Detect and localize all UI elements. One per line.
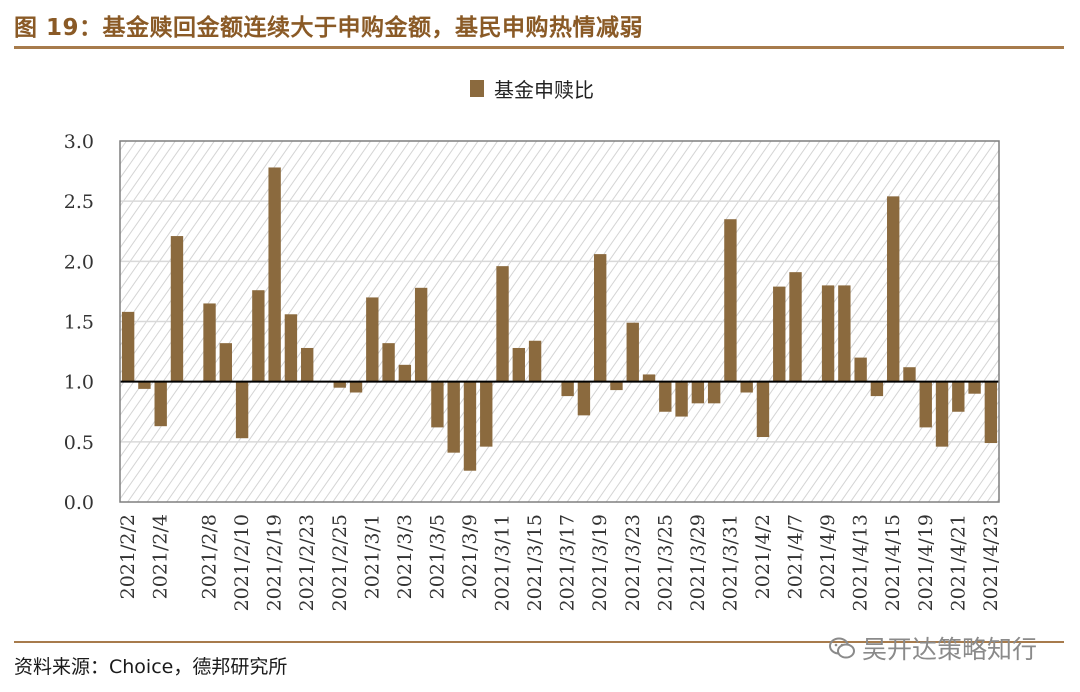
x-tick-label: 2021/3/29 <box>687 514 709 611</box>
x-tick-label: 2021/3/17 <box>557 514 579 611</box>
legend: 基金申赎比 <box>470 78 594 102</box>
bar <box>756 381 770 438</box>
bar <box>447 381 460 453</box>
x-tick-label: 2021/4/15 <box>882 514 904 611</box>
bar <box>431 381 444 428</box>
y-tick-label: 2.0 <box>64 251 94 273</box>
x-tick-label: 2021/3/25 <box>654 514 676 611</box>
figure-title: 图 19：基金赎回金额连续大于申购金额，基民申购热情减弱 <box>14 15 644 41</box>
bar <box>414 287 428 382</box>
bar <box>659 381 672 412</box>
wechat-icon <box>829 637 855 659</box>
bar <box>594 254 607 382</box>
bar <box>691 381 705 404</box>
x-tick-label: 2021/2/10 <box>231 514 253 611</box>
x-tick-label: 2021/4/21 <box>947 514 969 611</box>
y-tick-label: 1.0 <box>64 372 94 394</box>
bar <box>252 290 265 382</box>
bar <box>121 311 135 382</box>
bar <box>138 381 151 389</box>
bar <box>707 381 721 404</box>
bar <box>154 381 167 427</box>
x-tick-label: 2021/2/19 <box>264 514 286 611</box>
x-tick-label: 2021/3/3 <box>394 514 416 599</box>
bar <box>398 364 412 382</box>
bar <box>480 381 493 447</box>
bar <box>235 381 249 439</box>
bar <box>382 343 395 382</box>
bar <box>724 219 737 382</box>
y-tick-label: 0.0 <box>64 492 94 514</box>
x-tick-label: 2021/2/23 <box>296 514 318 611</box>
x-tick-label: 2021/4/19 <box>915 514 937 611</box>
bar <box>301 347 314 382</box>
bar <box>577 381 591 416</box>
bar <box>919 381 932 428</box>
x-tick-label: 2021/3/11 <box>492 514 514 611</box>
x-tick-label: 2021/3/5 <box>426 514 448 599</box>
x-tick-label: 2021/4/7 <box>785 514 807 599</box>
bar <box>870 381 884 397</box>
bar <box>170 236 184 382</box>
bar <box>496 266 509 382</box>
bar <box>561 381 574 397</box>
x-tick-label: 2021/3/15 <box>524 514 546 611</box>
bar <box>203 303 216 382</box>
watermark-text: 吴开达策略知行 <box>862 635 1038 664</box>
x-tick-label: 2021/2/8 <box>199 514 221 599</box>
bar <box>854 357 867 382</box>
x-tick-label: 2021/4/2 <box>752 514 774 599</box>
y-tick-label: 1.5 <box>64 312 94 334</box>
x-tick-label: 2021/2/25 <box>329 514 351 611</box>
x-tick-label: 2021/3/23 <box>622 514 644 611</box>
y-tick-label: 0.5 <box>64 432 94 454</box>
bar <box>642 374 656 382</box>
bar <box>610 381 623 391</box>
bar <box>968 381 981 394</box>
x-tick-label: 2021/2/2 <box>117 514 139 599</box>
bar <box>512 347 525 382</box>
x-tick-label: 2021/3/1 <box>361 514 383 599</box>
bar <box>675 381 688 417</box>
watermark: 吴开达策略知行 <box>828 630 1037 666</box>
footer-divider <box>14 641 1064 643</box>
bar <box>528 340 542 382</box>
x-tick-label: 2021/4/23 <box>980 514 1002 611</box>
bar <box>366 297 379 382</box>
bar <box>821 285 835 382</box>
bar <box>463 381 477 471</box>
source-note: 资料来源：Choice，德邦研究所 <box>14 656 288 678</box>
bar <box>740 381 753 393</box>
x-tick-label: 2021/4/13 <box>850 514 872 611</box>
bar <box>952 381 965 412</box>
y-tick-label: 3.0 <box>64 131 94 153</box>
bar <box>838 285 851 382</box>
legend-label: 基金申赎比 <box>494 78 594 102</box>
bar-chart: 0.0 0.5 1.0 1.5 2.0 2.5 3.0 2021/2/2 2021/2/4 20… <box>64 78 1002 611</box>
x-tick-label: 2021/2/4 <box>150 514 172 599</box>
bar <box>789 272 802 382</box>
bar <box>626 322 639 382</box>
title-divider <box>14 46 1064 49</box>
bar <box>284 314 298 382</box>
bar <box>333 381 346 388</box>
x-tick-label: 2021/3/19 <box>589 514 611 611</box>
bar <box>935 381 949 447</box>
bar <box>219 343 232 382</box>
plot-frame <box>119 140 1000 503</box>
bar <box>773 286 786 382</box>
x-tick-label: 2021/3/31 <box>719 514 741 611</box>
x-tick-label: 2021/3/9 <box>459 514 481 599</box>
bar <box>984 381 998 444</box>
y-tick-label: 2.5 <box>64 191 94 213</box>
bar <box>349 381 363 393</box>
legend-swatch <box>470 80 484 97</box>
x-tick-label: 2021/4/9 <box>817 514 839 599</box>
bar <box>268 167 281 382</box>
bar <box>887 196 900 382</box>
bar <box>903 367 916 382</box>
